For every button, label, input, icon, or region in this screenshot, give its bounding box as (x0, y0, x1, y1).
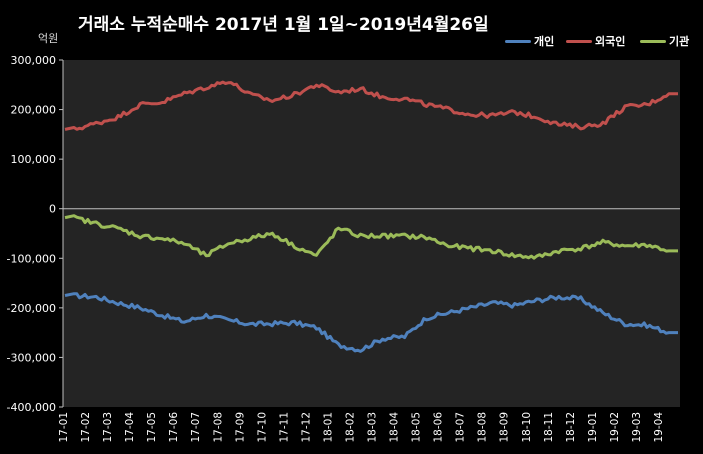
legend-swatch (566, 39, 592, 43)
x-tick-label: 18-07 (455, 412, 467, 443)
x-tick-label: 17-06 (168, 412, 180, 443)
series-line-3 (64, 214, 678, 260)
y-tick-label: 200,000 (11, 104, 57, 117)
legend-label: 외국인 (595, 35, 626, 48)
x-tick-label: 17-09 (234, 412, 246, 443)
y-tick-label: 300,000 (11, 54, 57, 67)
legend-item: 기관 (640, 33, 689, 49)
x-tick-label: 19-04 (653, 412, 665, 443)
series-line-2 (64, 80, 678, 131)
x-tick-label: 18-11 (543, 412, 555, 443)
x-tick-label: 17-07 (190, 412, 202, 443)
x-tick-label: 18-10 (521, 412, 533, 443)
legend-swatch (640, 39, 666, 43)
x-tick-label: 17-04 (124, 412, 136, 443)
x-tick-label: 18-05 (411, 412, 423, 443)
x-tick-label: 17-05 (146, 412, 158, 443)
x-tick-label: 18-02 (344, 412, 356, 443)
legend-label: 기관 (669, 35, 690, 48)
legend-item: 외국인 (566, 33, 625, 49)
series-line-1 (64, 292, 678, 353)
legend-swatch (505, 39, 531, 43)
x-tick-label: 18-03 (367, 412, 379, 443)
y-axis-unit-label: 억원 (38, 32, 59, 45)
x-tick-label: 17-01 (58, 412, 70, 443)
x-tick-label: 18-12 (565, 412, 577, 443)
y-tick-label: -400,000 (7, 401, 56, 414)
x-tick-label: 17-10 (256, 412, 268, 443)
x-tick-label: 17-02 (80, 412, 92, 443)
x-tick-label: 19-02 (609, 412, 621, 443)
x-tick-label: 18-09 (499, 412, 511, 443)
x-tick-label: 18-06 (433, 412, 445, 443)
y-tick-label: -300,000 (7, 351, 56, 364)
y-tick-label: -100,000 (7, 252, 56, 265)
x-tick-label: 19-03 (631, 412, 643, 443)
x-tick-label: 17-08 (212, 412, 224, 443)
x-tick-label: 18-08 (477, 412, 489, 443)
x-tick-label: 17-11 (278, 412, 290, 443)
y-tick-label: -200,000 (7, 302, 56, 315)
y-tick-label: 0 (49, 203, 56, 216)
x-tick-label: 17-12 (300, 412, 312, 443)
legend-label: 개인 (534, 35, 555, 48)
legend-item: 개인 (505, 33, 554, 49)
x-tick-label: 19-01 (587, 412, 599, 443)
chart-title: 거래소 누적순매수 2017년 1월 1일~2019년4월26일 (78, 15, 489, 35)
y-tick-label: 100,000 (11, 153, 57, 166)
x-tick-label: 17-03 (102, 412, 114, 443)
x-tick-label: 18-04 (389, 412, 401, 443)
x-tick-label: 18-01 (322, 412, 334, 443)
